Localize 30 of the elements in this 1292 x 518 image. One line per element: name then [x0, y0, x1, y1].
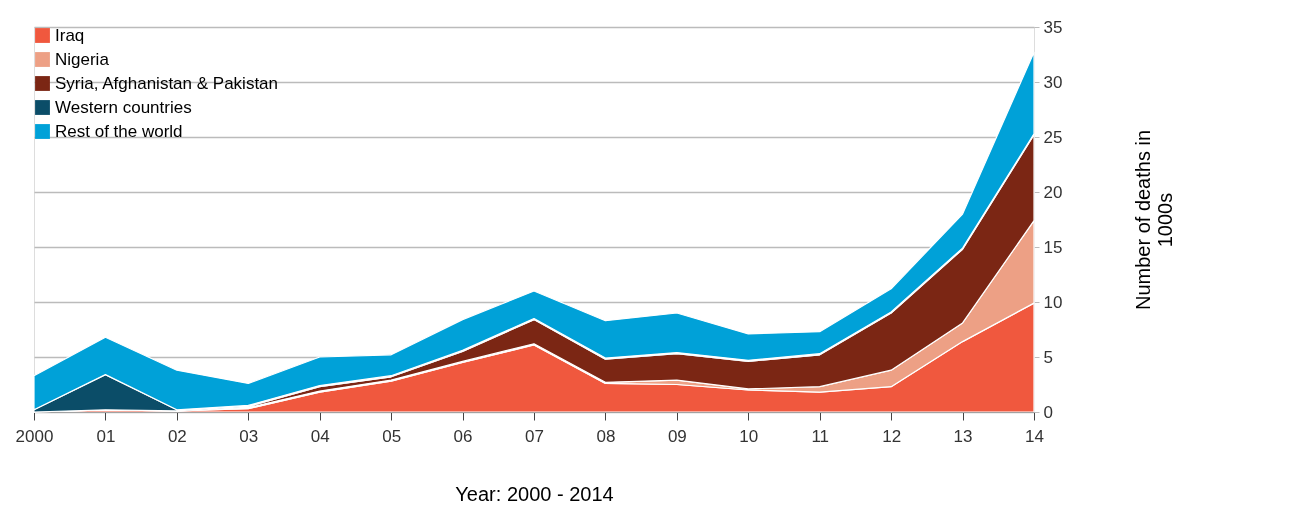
- y-tick-label: 10: [1043, 292, 1063, 312]
- x-tick-label: 2000: [15, 426, 54, 446]
- legend-label: Western countries: [55, 97, 192, 117]
- y-tick-label: 5: [1043, 347, 1053, 367]
- x-axis-title: Year: 2000 - 2014: [455, 482, 614, 505]
- x-tick-label: 08: [596, 426, 616, 446]
- y-tick-label: 30: [1043, 72, 1063, 92]
- legend-label: Rest of the world: [55, 121, 183, 141]
- x-tick-label: 04: [310, 426, 330, 446]
- y-tick-label: 25: [1043, 127, 1063, 147]
- x-tick-label: 03: [239, 426, 259, 446]
- x-tick-label: 09: [667, 426, 687, 446]
- y-tick-label: 20: [1043, 182, 1063, 202]
- legend-label: Nigeria: [55, 49, 110, 69]
- y-axis-title: Number of deaths in 1000s: [1132, 129, 1177, 311]
- x-tick-label: 14: [1025, 426, 1044, 446]
- x-tick-label: 10: [739, 426, 759, 446]
- x-tick-label: 07: [525, 426, 544, 446]
- y-tick-label: 15: [1043, 237, 1063, 257]
- y-tick-label: 35: [1043, 17, 1063, 37]
- y-tick-label: 0: [1043, 402, 1053, 422]
- legend-label: Syria, Afghanistan & Pakistan: [55, 73, 279, 93]
- x-tick-label: 11: [811, 426, 830, 446]
- x-tick-label: 05: [382, 426, 402, 446]
- x-tick-label: 02: [167, 426, 187, 446]
- x-tick-label: 06: [453, 426, 473, 446]
- x-tick-label: 13: [953, 426, 973, 446]
- legend-label: Iraq: [55, 25, 85, 45]
- x-tick-label: 12: [882, 426, 902, 446]
- x-tick-label: 01: [96, 426, 116, 446]
